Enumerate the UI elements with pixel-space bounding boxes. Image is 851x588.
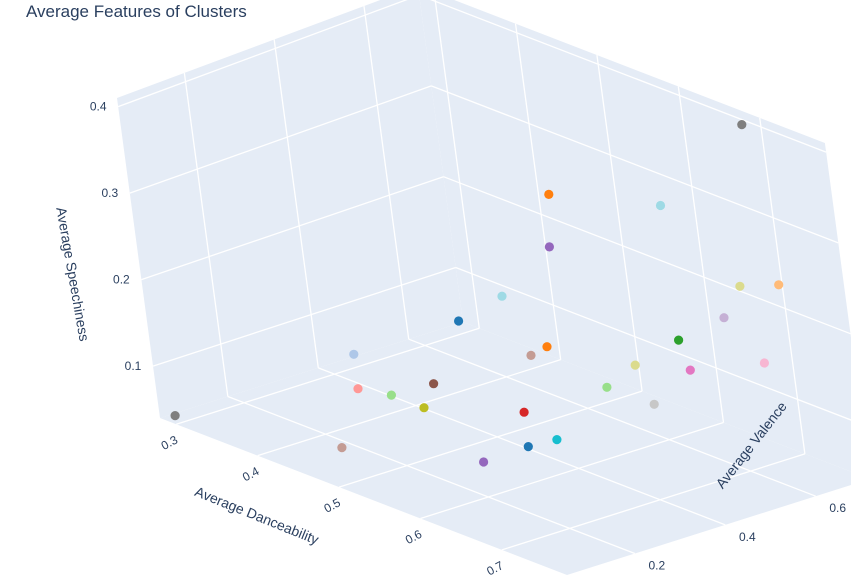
x-grid-line	[257, 359, 561, 457]
data-point[interactable]	[655, 200, 666, 211]
x-grid-line	[514, 23, 562, 360]
data-point[interactable]	[454, 316, 464, 326]
z-grid-line	[443, 176, 851, 335]
tick-labels: 0.3 0.4 0.5 0.6 0.7 0.2 0.4 0.6 0.1 0.2 0.3 0.4	[90, 100, 847, 579]
data-point[interactable]	[542, 342, 552, 352]
data-point[interactable]	[170, 411, 180, 421]
x-grid-line	[677, 86, 725, 423]
grid-lines	[117, 0, 851, 555]
y-grid-line	[318, 367, 726, 526]
data-point[interactable]	[774, 280, 784, 290]
data-point[interactable]	[544, 242, 555, 252]
data-points	[170, 120, 784, 467]
x-grid-line	[596, 54, 643, 392]
x-tick-label: 0.7	[484, 558, 506, 578]
x-grid-line	[176, 327, 480, 425]
data-point[interactable]	[630, 360, 640, 370]
data-point[interactable]	[429, 379, 439, 389]
data-point[interactable]	[735, 281, 745, 291]
data-point[interactable]	[649, 399, 659, 409]
x-grid-line	[501, 453, 806, 551]
x-tick-label: 0.4	[240, 464, 262, 484]
data-point[interactable]	[602, 382, 612, 392]
z-tick-label: 0.1	[125, 359, 142, 373]
x-grid-line	[420, 421, 724, 520]
y-tick-label: 0.6	[829, 501, 846, 515]
data-point[interactable]	[419, 403, 429, 413]
data-point[interactable]	[544, 189, 554, 199]
x-axis-title: Average Danceability	[193, 483, 321, 547]
x-grid-line	[338, 390, 643, 488]
z-grid-line	[117, 0, 408, 108]
y-grid-line	[227, 395, 636, 555]
z-grid-line	[129, 85, 432, 194]
z-grid-line	[455, 266, 851, 421]
y-tick-label: 0.4	[739, 530, 756, 544]
y-grid-line	[273, 39, 319, 368]
y-tick-label: 0.2	[648, 559, 665, 573]
data-point[interactable]	[479, 457, 489, 467]
data-point[interactable]	[685, 365, 695, 375]
z-tick-label: 0.4	[90, 100, 107, 114]
data-point[interactable]	[552, 435, 562, 445]
data-point[interactable]	[523, 442, 533, 452]
data-point[interactable]	[386, 390, 396, 400]
data-point[interactable]	[349, 349, 359, 359]
z-tick-label: 0.2	[113, 273, 130, 287]
z-grid-line	[141, 176, 444, 281]
x-grid-line	[434, 0, 480, 329]
x-tick-label: 0.6	[403, 527, 425, 547]
z-grid-line	[430, 0, 827, 153]
data-point[interactable]	[519, 407, 529, 417]
z-grid-line	[152, 266, 456, 367]
data-point[interactable]	[526, 350, 536, 360]
data-point[interactable]	[759, 358, 770, 368]
y-grid-line	[408, 338, 816, 497]
x-tick-label: 0.3	[159, 433, 181, 453]
z-axis-title: Average Speechiness	[53, 206, 92, 343]
x-tick-label: 0.5	[322, 495, 344, 515]
chart-title: Average Features of Clusters	[26, 2, 247, 21]
z-tick-label: 0.3	[101, 186, 118, 200]
y-grid-line	[363, 5, 410, 340]
y-grid-line	[183, 72, 229, 397]
data-point[interactable]	[737, 120, 747, 130]
z-grid-line	[431, 85, 839, 244]
data-point[interactable]	[674, 335, 684, 345]
side-wall	[117, 0, 463, 418]
data-point[interactable]	[337, 443, 347, 453]
data-point[interactable]	[497, 291, 507, 301]
data-point[interactable]	[353, 384, 363, 394]
floor-wall	[160, 322, 851, 575]
data-point[interactable]	[719, 313, 729, 323]
